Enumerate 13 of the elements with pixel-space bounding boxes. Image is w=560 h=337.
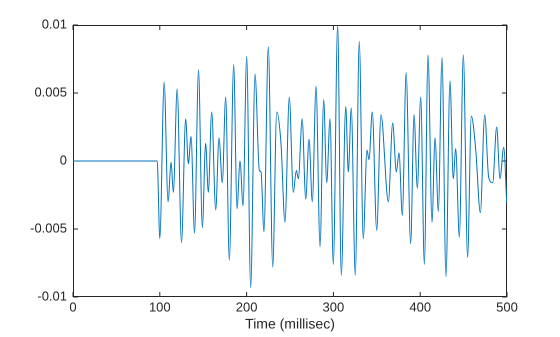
y-tick-label: -0.01	[37, 288, 67, 304]
y-tick-label: -0.005	[30, 220, 67, 236]
y-tick-label: 0.005	[34, 84, 67, 100]
y-tick-label: 0.01	[42, 16, 67, 32]
y-tick-label: 0	[60, 152, 67, 168]
x-tick-label: 100	[148, 299, 171, 314]
x-tick-label: 300	[322, 299, 344, 314]
x-tick-label: 400	[409, 299, 432, 314]
x-axis-title: Time (millisec)	[245, 315, 335, 332]
x-tick-label: 200	[236, 299, 258, 314]
x-tick-label: 0	[69, 299, 77, 314]
x-tick-label: 500	[496, 299, 518, 314]
line-series	[73, 25, 507, 288]
